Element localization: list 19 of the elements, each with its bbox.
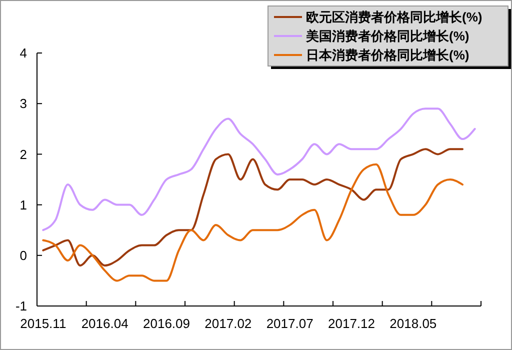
legend-label: 欧元区消费者价格同比增长(%) [306, 10, 482, 25]
y-tick-label: 0 [20, 248, 27, 263]
line-series [42, 148, 464, 267]
x-tick-label: 2017.12 [328, 316, 375, 331]
line-series [42, 108, 476, 232]
legend-label: 日本消费者价格同比增长(%) [306, 48, 470, 63]
legend-label: 美国消费者价格同比增长(%) [305, 28, 470, 44]
x-tick-label: 2017.07 [266, 316, 314, 331]
x-tick-label: 2017.02 [204, 316, 252, 331]
y-tick-label: 4 [20, 46, 27, 61]
y-tick-label: 1 [20, 197, 27, 212]
x-tick-label: 2018.05 [390, 316, 437, 331]
x-tick-label: 2016.09 [143, 316, 190, 331]
y-tick-label: -1 [15, 298, 27, 314]
x-tick-label: 2015.11 [20, 316, 66, 331]
y-tick-label: 2 [20, 146, 27, 162]
y-tick-label: 3 [20, 96, 27, 112]
line-series [42, 163, 464, 282]
x-tick-label: 2016.04 [81, 316, 128, 331]
